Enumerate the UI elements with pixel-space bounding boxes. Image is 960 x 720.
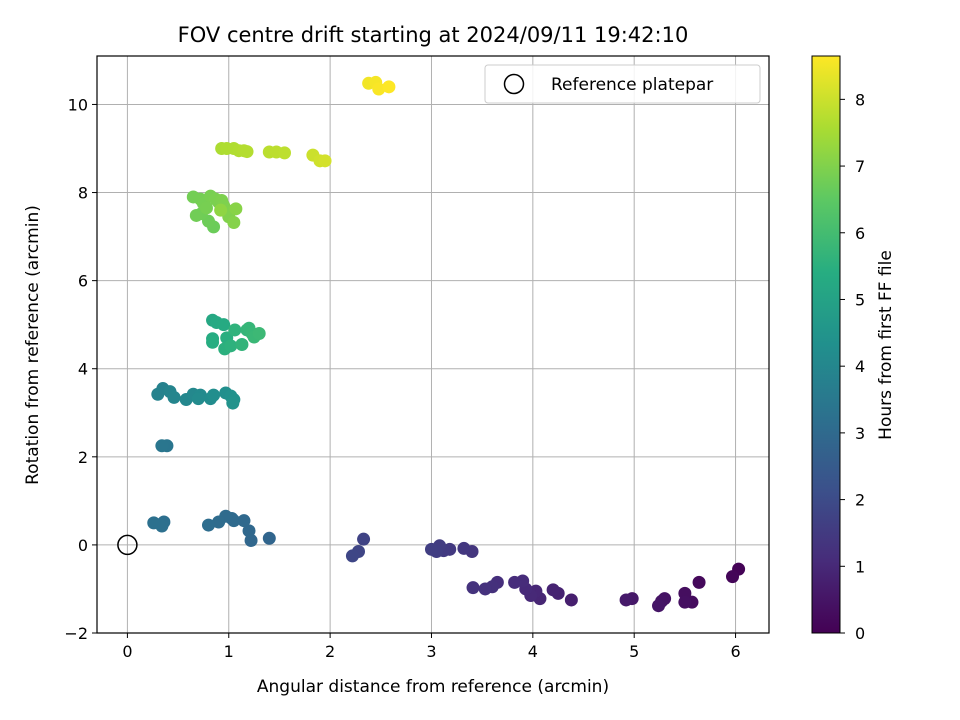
colorbar-ticks: 0 1 2 3 4 5 6 7 8 — [840, 90, 865, 643]
data-point — [226, 396, 240, 410]
legend-box — [484, 64, 761, 104]
data-point — [240, 145, 254, 159]
data-point — [546, 583, 560, 597]
data-point — [372, 82, 386, 96]
data-point — [151, 387, 165, 401]
data-point — [237, 514, 251, 528]
data-point — [206, 335, 220, 349]
x-axis-label: Angular distance from reference (arcmin) — [257, 677, 609, 697]
data-point — [199, 201, 213, 215]
colorbar-tick-label: 5 — [855, 290, 865, 309]
y-tick-label: −2 — [64, 624, 88, 643]
colorbar-tick-label: 6 — [855, 224, 865, 243]
x-tick-label: 1 — [224, 642, 234, 661]
y-tick-label: 8 — [78, 184, 88, 203]
legend-entry-label: Reference platepar — [551, 75, 713, 95]
reference-marker — [117, 534, 138, 556]
data-point — [726, 570, 740, 584]
data-point — [564, 593, 578, 607]
y-axis-ticks: −2 0 2 4 6 8 10 — [64, 95, 97, 643]
data-point — [189, 208, 203, 222]
data-point — [167, 390, 181, 404]
data-point — [357, 532, 371, 546]
data-point — [235, 338, 249, 351]
colorbar-tick-label: 8 — [855, 90, 865, 109]
data-point — [678, 595, 692, 609]
chart-title: FOV centre drift starting at 2024/09/11 … — [178, 23, 689, 47]
legend: Reference platepar — [484, 64, 761, 104]
y-axis-label: Rotation from reference (arcmin) — [23, 205, 43, 485]
data-point — [212, 515, 226, 529]
legend-marker-open-circle — [503, 73, 525, 95]
data-point — [207, 388, 221, 402]
data-point — [382, 80, 396, 94]
data-point — [191, 392, 205, 406]
data-point — [466, 581, 480, 595]
data-point — [228, 323, 242, 337]
x-tick-label: 6 — [730, 642, 740, 661]
x-tick-label: 2 — [325, 642, 335, 661]
colorbar-tick-label: 4 — [855, 357, 865, 376]
data-point — [692, 575, 706, 589]
data-point — [262, 531, 276, 545]
y-tick-label: 4 — [78, 360, 88, 379]
colorbar-tick-label: 0 — [855, 624, 865, 643]
colorbar-tick-label: 2 — [855, 491, 865, 510]
x-tick-label: 0 — [122, 642, 132, 661]
data-point — [224, 339, 238, 353]
colorbar-tick-label: 3 — [855, 424, 865, 443]
data-point — [278, 146, 292, 160]
data-points — [147, 75, 746, 613]
y-tick-label: 6 — [78, 272, 88, 291]
data-point — [201, 518, 215, 532]
data-point — [424, 542, 438, 556]
data-point — [217, 318, 231, 332]
data-point — [147, 516, 161, 530]
x-axis-ticks: 0 1 2 3 4 5 6 — [122, 633, 741, 661]
data-point — [252, 326, 266, 340]
colorbar-tick-label: 7 — [855, 157, 865, 176]
data-point — [478, 582, 492, 596]
data-point — [244, 534, 258, 548]
data-point — [214, 203, 228, 217]
data-point — [619, 593, 633, 607]
y-tick-label: 2 — [78, 448, 88, 467]
colorbar-tick-label: 1 — [855, 557, 865, 576]
x-tick-label: 4 — [528, 642, 538, 661]
data-point — [155, 439, 169, 453]
data-point — [508, 575, 522, 589]
y-tick-label: 0 — [78, 536, 88, 555]
plot-frame — [96, 55, 770, 634]
data-point — [242, 524, 256, 538]
data-point — [652, 599, 666, 613]
data-point — [229, 202, 243, 216]
data-point — [227, 215, 241, 229]
data-point — [318, 154, 332, 168]
data-point — [345, 549, 359, 563]
colorbar-label: Hours from first FF file — [876, 250, 896, 440]
y-tick-label: 10 — [68, 95, 88, 114]
x-tick-label: 3 — [426, 642, 436, 661]
x-tick-label: 5 — [629, 642, 639, 661]
data-point — [457, 541, 471, 555]
colorbar-gradient — [811, 55, 841, 634]
reference-platepar-point — [117, 534, 138, 556]
colorbar: 0 1 2 3 4 5 6 7 8 Hours from first FF file — [811, 55, 896, 643]
